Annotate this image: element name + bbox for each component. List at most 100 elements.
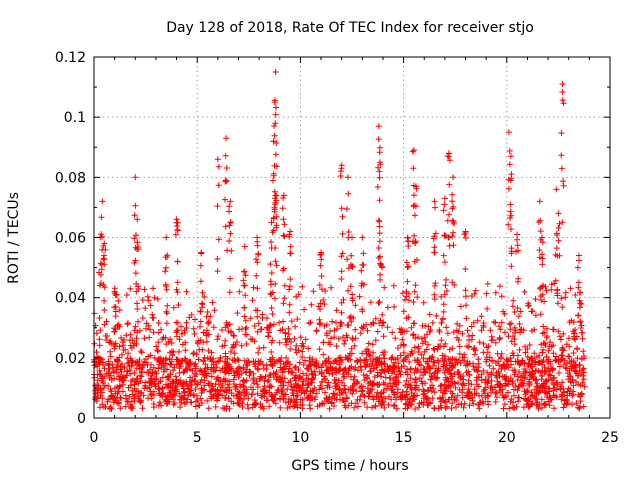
data-point xyxy=(521,366,528,372)
data-point xyxy=(316,386,323,393)
data-point xyxy=(555,210,562,217)
data-point xyxy=(370,349,376,356)
data-point xyxy=(439,352,446,359)
data-point xyxy=(254,384,261,391)
data-point xyxy=(150,285,157,292)
data-point xyxy=(177,363,184,370)
data-point xyxy=(566,343,573,350)
data-point xyxy=(214,256,221,262)
data-point xyxy=(406,297,412,304)
data-point xyxy=(250,376,257,383)
data-point xyxy=(427,327,434,333)
data-point xyxy=(209,358,216,365)
data-point xyxy=(432,280,439,287)
data-point xyxy=(347,356,354,363)
data-point xyxy=(246,372,253,379)
data-point xyxy=(510,386,517,393)
data-point xyxy=(133,335,140,342)
data-point xyxy=(272,280,279,287)
data-point xyxy=(345,265,352,272)
data-point xyxy=(282,330,289,337)
data-point xyxy=(574,345,580,352)
data-point xyxy=(219,327,225,333)
data-point xyxy=(443,324,450,331)
data-point xyxy=(380,319,387,326)
data-point xyxy=(150,329,157,336)
data-point xyxy=(464,358,471,365)
data-point xyxy=(270,397,277,404)
data-point xyxy=(405,314,412,321)
data-point xyxy=(446,242,453,249)
data-point xyxy=(539,330,546,337)
data-point xyxy=(359,350,366,357)
data-point xyxy=(445,153,452,160)
x-tick-label: 25 xyxy=(601,430,619,446)
data-point xyxy=(431,291,438,298)
data-point xyxy=(463,315,470,322)
data-point xyxy=(131,235,138,242)
data-point xyxy=(391,303,398,310)
data-point xyxy=(569,391,576,398)
data-point xyxy=(251,401,257,408)
data-point xyxy=(511,371,518,378)
data-point xyxy=(419,340,426,347)
data-point xyxy=(524,353,531,360)
data-point xyxy=(187,359,194,366)
data-point xyxy=(134,376,141,382)
data-point xyxy=(206,388,213,395)
data-point xyxy=(379,322,386,329)
data-point xyxy=(511,404,518,411)
data-point xyxy=(484,280,491,287)
data-point xyxy=(123,332,130,339)
data-point xyxy=(384,304,391,311)
data-point xyxy=(226,222,233,229)
data-point xyxy=(372,337,379,344)
data-point xyxy=(480,324,487,331)
data-point xyxy=(198,250,205,257)
data-point xyxy=(99,395,106,402)
data-point xyxy=(160,390,167,397)
data-point xyxy=(227,275,234,282)
data-point xyxy=(283,341,290,348)
data-point xyxy=(290,403,296,410)
data-point xyxy=(206,380,212,387)
data-point xyxy=(443,365,450,371)
data-point xyxy=(376,197,383,204)
data-point xyxy=(238,370,245,377)
data-point xyxy=(391,362,397,369)
data-point xyxy=(143,320,150,327)
data-point xyxy=(185,392,192,399)
data-point xyxy=(93,330,100,337)
data-point xyxy=(224,381,231,388)
data-point xyxy=(426,311,433,318)
data-point xyxy=(360,383,366,390)
data-point xyxy=(343,394,350,401)
data-point xyxy=(102,373,108,380)
data-point xyxy=(125,320,131,327)
data-point xyxy=(269,229,276,236)
data-point xyxy=(205,347,212,354)
data-point xyxy=(150,388,157,395)
data-point xyxy=(468,323,475,330)
data-point xyxy=(449,355,456,362)
data-point xyxy=(273,213,280,220)
data-point xyxy=(338,299,345,306)
data-point xyxy=(169,393,176,400)
data-point xyxy=(344,206,350,212)
data-point xyxy=(352,400,359,407)
data-point xyxy=(443,276,449,283)
data-point xyxy=(317,306,324,313)
data-point xyxy=(456,322,463,329)
data-point xyxy=(411,192,417,199)
data-point xyxy=(332,380,339,387)
data-point xyxy=(144,385,151,392)
data-point xyxy=(176,370,183,376)
data-point xyxy=(525,396,532,403)
data-point xyxy=(442,282,449,289)
data-point xyxy=(238,342,245,349)
data-point xyxy=(152,383,159,390)
data-point xyxy=(446,360,453,367)
data-point xyxy=(567,285,574,292)
data-point xyxy=(350,387,357,394)
data-point xyxy=(498,293,505,300)
